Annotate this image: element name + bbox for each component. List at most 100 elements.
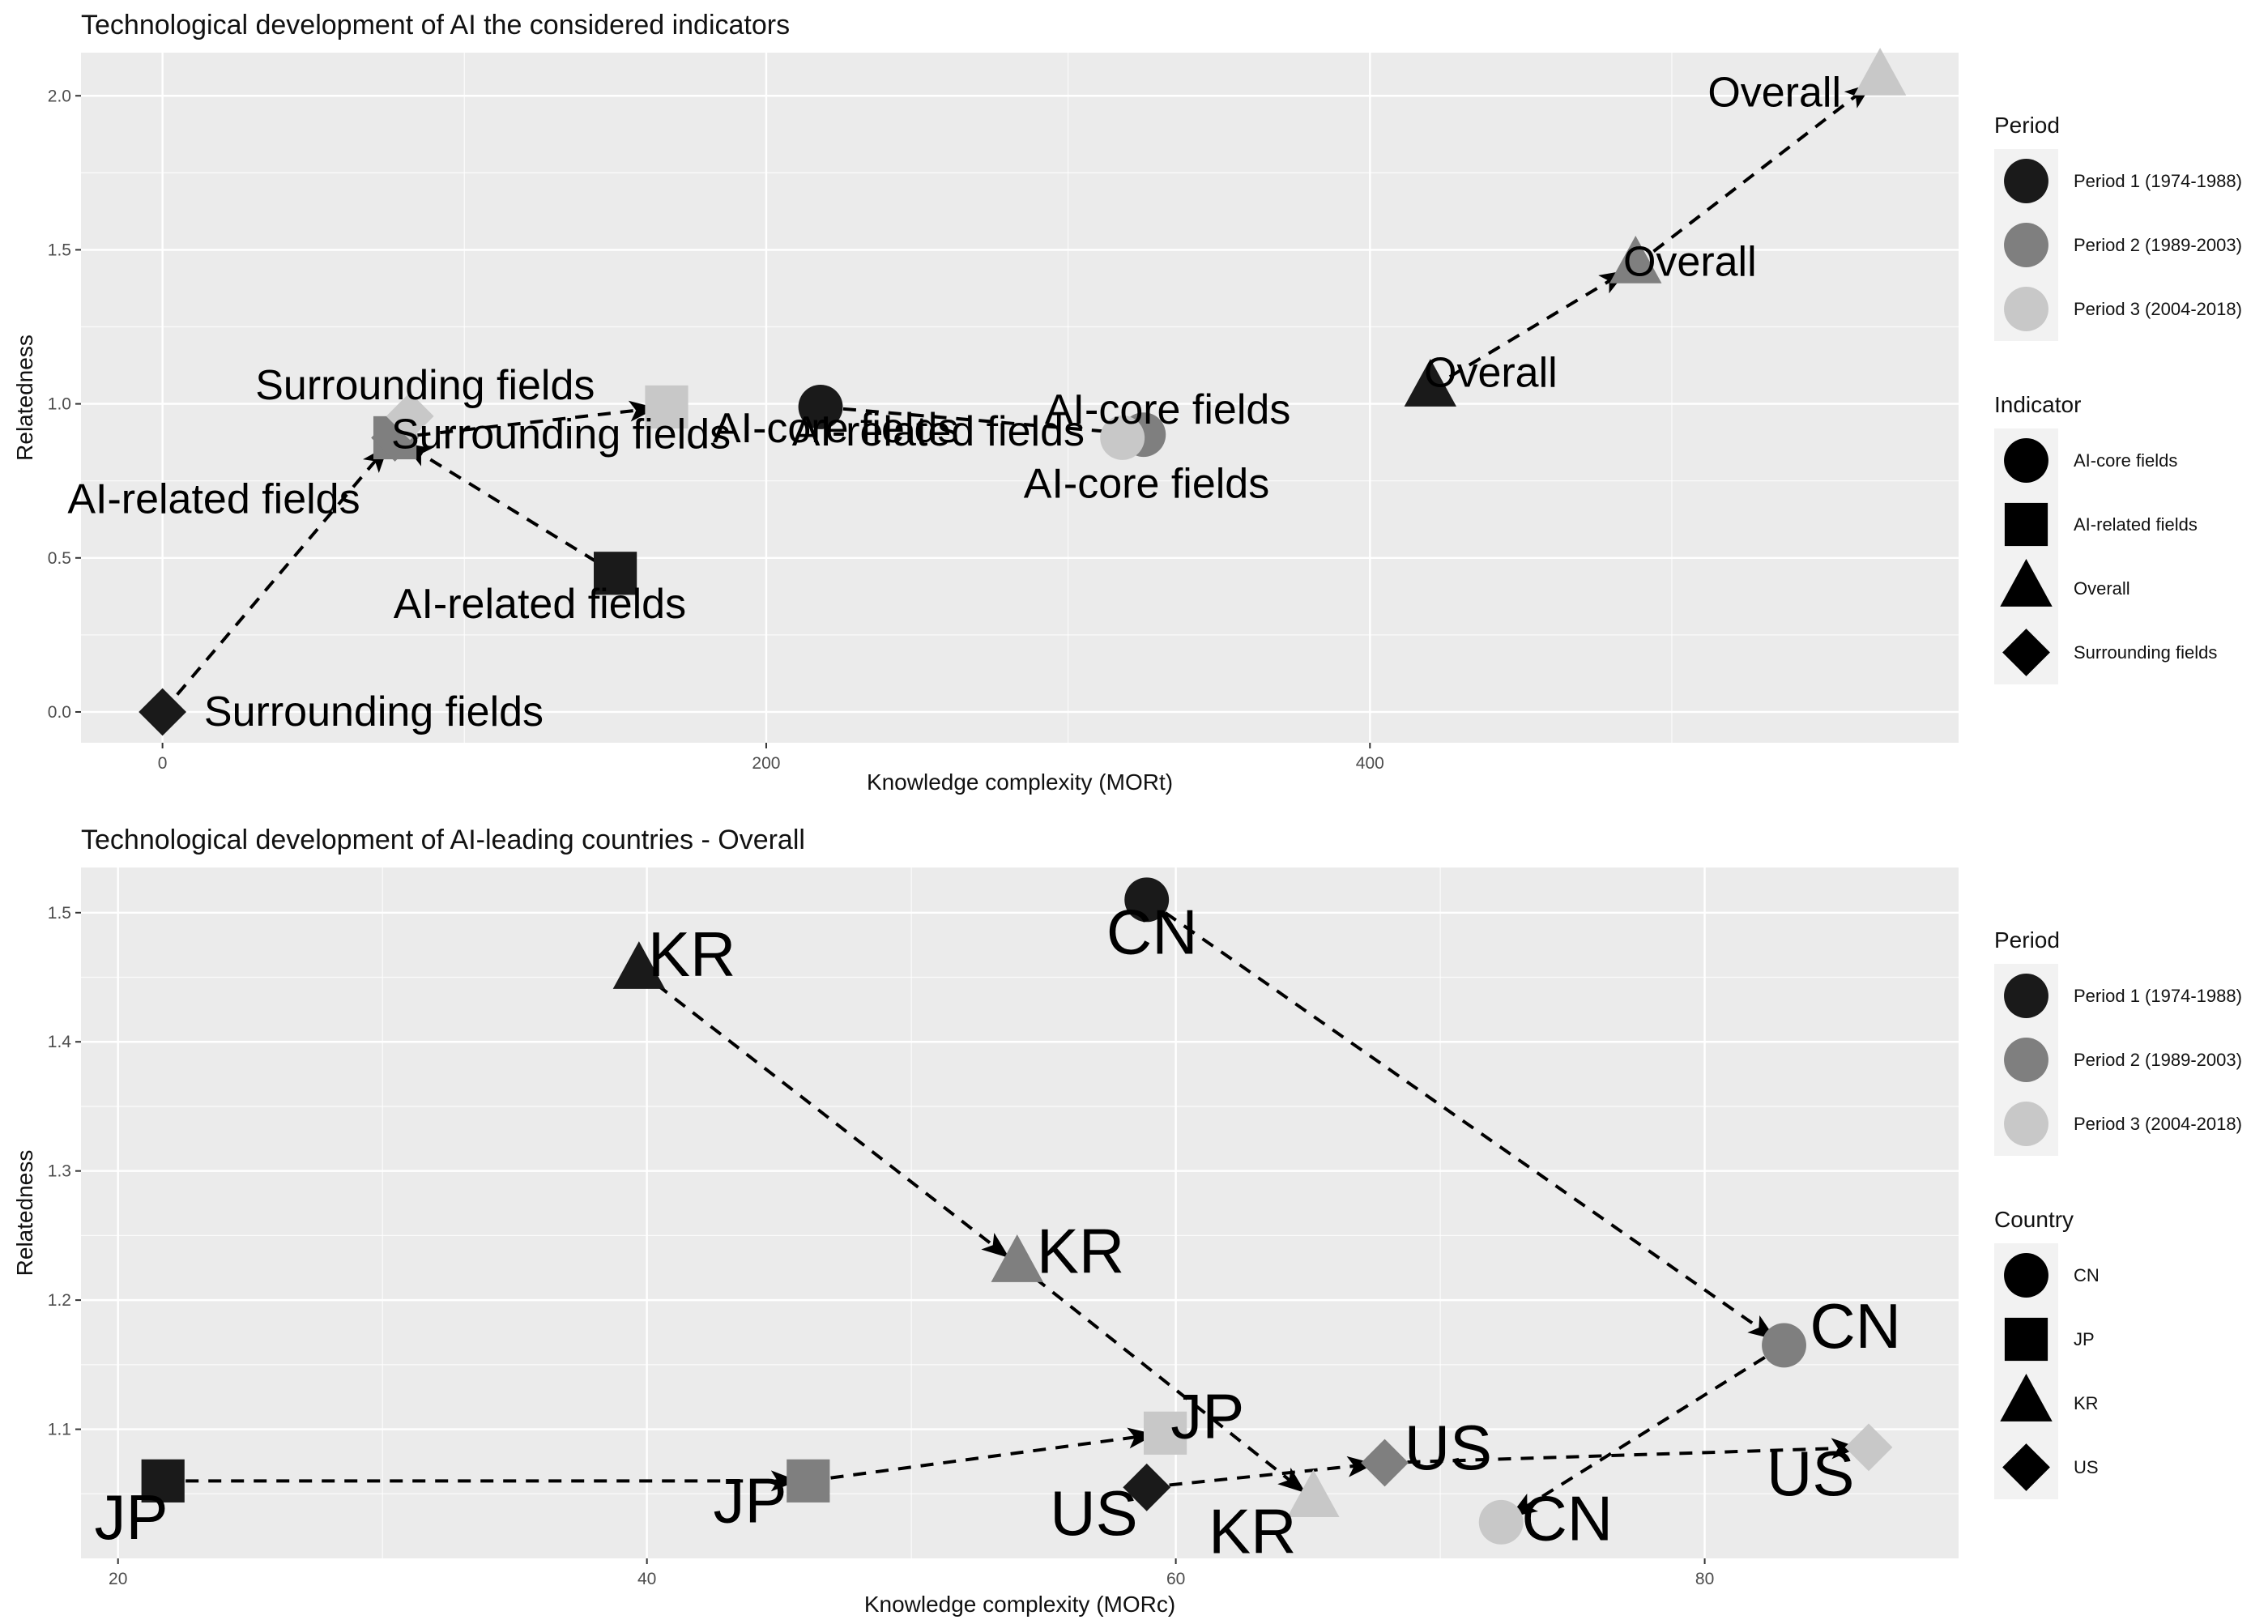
point-overall-period-2	[1609, 235, 1662, 283]
y-axis-title: Relatedness	[12, 1150, 37, 1277]
chart-title: Technological development of AI the cons…	[81, 10, 790, 40]
point-label: Overall	[1707, 69, 1841, 116]
point-label: JP	[95, 1481, 168, 1553]
trajectory-arrows	[163, 898, 1860, 1518]
point-overall-period-3	[1853, 47, 1907, 96]
legend-key-period-1-1974-1988-	[2004, 159, 2048, 203]
trajectory-arrow	[820, 405, 1134, 442]
legend-title: Indicator	[1994, 392, 2081, 417]
legend-label: Period 1 (1974-1988)	[2074, 171, 2242, 191]
point-jp-period-2	[787, 1459, 830, 1503]
legend-label: JP	[2074, 1329, 2095, 1349]
legend-label: AI-core fields	[2074, 450, 2177, 471]
point-label: KR	[648, 919, 735, 990]
trajectory-arrow	[1146, 1456, 1375, 1490]
point-jp-period-1	[141, 1459, 185, 1503]
point-cn-period-1	[1124, 877, 1170, 923]
legend: Period Period 1 (1974-1988) Period 2 (1989…	[1994, 113, 2242, 684]
plot-background	[81, 53, 1959, 743]
data-points	[139, 47, 1907, 736]
legend-title: Period	[1994, 927, 2060, 953]
point-label: US	[1050, 1477, 1137, 1549]
x-tick-label: 0	[158, 754, 168, 773]
point-label: CN	[1810, 1290, 1901, 1362]
legend-key-period-1-1974-1988-	[2004, 974, 2048, 1018]
x-axis-title: Knowledge complexity (MORc)	[864, 1592, 1175, 1617]
legend-label: Overall	[2074, 578, 2130, 599]
trajectory-arrow	[403, 442, 616, 575]
legend-key-period-2-1989-2003-	[2004, 223, 2048, 267]
point-label: Surrounding fields	[204, 688, 544, 735]
point-label: AI-core fields	[1045, 386, 1290, 433]
legend-key-ai-related-fields	[2004, 502, 2048, 547]
point-ai-core-fields-period-3	[1100, 416, 1145, 460]
point-label: AI-related fields	[394, 581, 686, 628]
legend-key-cn	[2004, 1253, 2048, 1298]
point-surrounding-fields-period-1	[139, 688, 187, 736]
grid-lines	[81, 867, 1959, 1558]
legend-label: US	[2074, 1457, 2099, 1477]
y-axis-title: Relatedness	[12, 335, 37, 461]
point-jp-period-3	[1143, 1411, 1187, 1455]
legend-key-period-3-2004-2018-	[2004, 1102, 2048, 1146]
point-labels: CN CN CN JP JP JP KR KR KR US US US	[95, 897, 1901, 1567]
point-label: AI-core fields	[713, 405, 958, 452]
point-kr-period-3	[1287, 1469, 1340, 1518]
point-ai-core-fields-period-1	[798, 384, 843, 429]
legend-key-overall	[2000, 559, 2053, 607]
x-tick-label: 400	[1356, 754, 1384, 773]
point-label: AI-related fields	[792, 408, 1085, 455]
x-tick-label: 40	[637, 1570, 656, 1588]
legend-label: Surrounding fields	[2074, 642, 2217, 663]
trajectory-arrow	[1384, 1438, 1860, 1465]
legend-key-us	[2002, 1443, 2050, 1491]
trajectory-arrow	[1635, 83, 1873, 267]
data-points	[141, 877, 1893, 1545]
legend: Period Period 1 (1974-1988) Period 2 (1989…	[1994, 927, 2242, 1499]
y-tick-label: 0.5	[48, 549, 71, 568]
point-label: CN	[1521, 1483, 1613, 1554]
point-label: JP	[713, 1464, 787, 1536]
y-tick-label: 1.3	[48, 1162, 71, 1181]
legend-key-ai-core-fields	[2004, 438, 2048, 483]
chart-panel-1: Technological development of AI the cons…	[12, 10, 2242, 795]
legend-label: Period 1 (1974-1988)	[2074, 986, 2242, 1006]
trajectory-arrow	[161, 445, 390, 714]
legend-label: Period 2 (1989-2003)	[2074, 1050, 2242, 1070]
legend-key-period-3-2004-2018-	[2004, 287, 2048, 331]
y-tick-label: 1.1	[48, 1421, 71, 1439]
point-label: US	[1767, 1438, 1854, 1509]
legend-key-surrounding-fields	[2002, 629, 2050, 676]
y-tick-label: 1.2	[48, 1291, 71, 1310]
point-label: Surrounding fields	[391, 411, 731, 458]
point-surrounding-fields-period-3	[386, 392, 434, 441]
legend-label: Period 3 (2004-2018)	[2074, 299, 2242, 319]
legend-label: KR	[2074, 1393, 2099, 1413]
y-tick-label: 1.5	[48, 904, 71, 923]
y-tick-label: 0.0	[48, 703, 71, 722]
chart-panel-2: Technological development of AI-leading …	[12, 825, 2242, 1617]
x-tick-label: 20	[109, 1570, 127, 1588]
grid-lines	[81, 53, 1959, 743]
point-ai-related-fields-period-3	[645, 385, 688, 429]
trajectory-arrow	[1016, 1262, 1306, 1494]
point-us-period-2	[1361, 1439, 1409, 1487]
legend-key-period-2-1989-2003-	[2004, 1038, 2048, 1082]
trajectory-arrow	[1429, 269, 1627, 390]
point-overall-period-1	[1404, 359, 1457, 407]
y-tick-label: 2.0	[48, 87, 71, 105]
point-label: US	[1405, 1412, 1492, 1483]
x-tick-label: 200	[752, 754, 780, 773]
point-kr-period-2	[991, 1234, 1043, 1282]
point-kr-period-1	[612, 941, 666, 989]
chart-title: Technological development of AI-leading …	[81, 825, 805, 855]
y-tick-label: 1.5	[48, 241, 71, 259]
y-tick-label: 1.4	[48, 1033, 72, 1051]
y-tick-label: 1.0	[48, 395, 71, 414]
point-label: AI-related fields	[67, 476, 360, 523]
x-axis-title: Knowledge complexity (MORt)	[867, 769, 1173, 795]
point-cn-period-2	[1762, 1323, 1806, 1368]
legend-key-jp	[2004, 1317, 2048, 1362]
